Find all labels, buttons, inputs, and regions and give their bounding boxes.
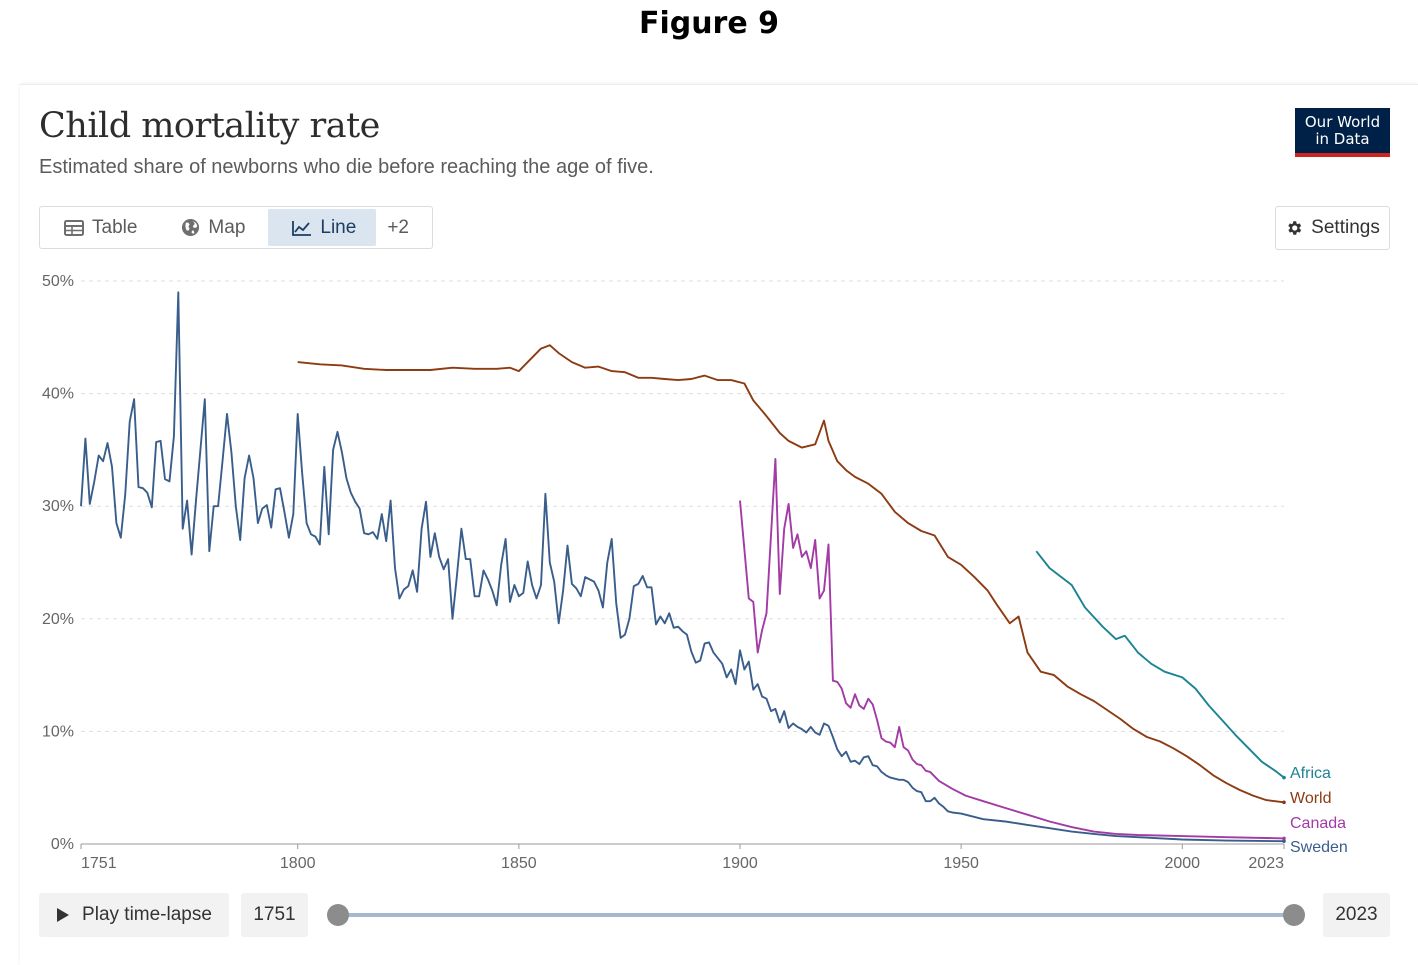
series-label-africa: Africa: [1290, 765, 1331, 782]
tab-map[interactable]: Map: [157, 209, 265, 246]
y-tick-label: 20%: [42, 611, 74, 628]
series-label-world: World: [1290, 790, 1332, 807]
gear-icon: [1288, 221, 1302, 235]
series-line-africa: [1035, 550, 1285, 779]
series-label-sweden: Sweden: [1290, 839, 1348, 856]
owid-logo[interactable]: Our World in Data: [1295, 108, 1390, 157]
line-chart-icon: [292, 220, 312, 236]
figure-label: Figure 9: [638, 6, 780, 41]
globe-icon: [182, 218, 200, 237]
timeline-slider[interactable]: [338, 913, 1294, 917]
start-year-box[interactable]: 1751: [241, 893, 308, 937]
y-tick-label: 0%: [51, 836, 74, 853]
play-timelapse-button[interactable]: Play time-lapse: [39, 893, 229, 937]
settings-label: Settings: [1311, 217, 1380, 238]
y-tick-label: 10%: [42, 723, 74, 740]
x-tick-label: 1800: [280, 855, 316, 872]
view-tabs: Table Map Line +2: [39, 206, 433, 249]
series-end-africa: [1282, 775, 1286, 780]
chart-card: [20, 84, 1418, 965]
tab-table-label: Table: [92, 216, 138, 238]
x-tick-label: 1900: [722, 855, 758, 872]
series-end-world: [1282, 800, 1286, 805]
x-tick-label: 2000: [1164, 855, 1200, 872]
x-tick-label: 2023: [1248, 855, 1284, 872]
logo-line1: Our World: [1304, 113, 1381, 131]
x-tick-label: 1950: [943, 855, 979, 872]
settings-button[interactable]: Settings: [1275, 206, 1390, 250]
x-tick-label: 1751: [81, 855, 117, 872]
series-line-canada: [739, 457, 1285, 840]
chart-subtitle: Estimated share of newborns who die befo…: [39, 156, 654, 178]
tab-map-label: Map: [208, 216, 246, 238]
end-handle[interactable]: [1283, 904, 1305, 926]
series-line-sweden: [80, 291, 1285, 843]
x-tick-label: 1850: [501, 855, 537, 872]
series-line-world: [297, 344, 1285, 804]
y-tick-label: 30%: [42, 498, 74, 515]
tab-table[interactable]: Table: [40, 209, 157, 246]
start-handle[interactable]: [327, 904, 349, 926]
end-year-box[interactable]: 2023: [1323, 893, 1390, 937]
series-end-canada: [1282, 836, 1286, 841]
y-tick-label: 50%: [42, 273, 74, 290]
play-label: Play time-lapse: [82, 904, 212, 925]
line-chart: 0% 10% 20% 30% 40% 50% 1751 1800 1850 1900 1950 200…: [42, 273, 1348, 872]
series-label-canada: Canada: [1290, 815, 1346, 832]
logo-line2: in Data: [1315, 130, 1370, 148]
series-end-sweden: [1282, 839, 1286, 843]
play-icon: [57, 908, 70, 922]
tab-line-label: Line: [320, 216, 357, 238]
chart-title: Child mortality rate: [39, 106, 380, 146]
y-tick-label: 40%: [42, 386, 74, 403]
tab-more[interactable]: +2: [387, 216, 409, 238]
tab-line[interactable]: Line: [268, 209, 377, 246]
table-icon: [64, 219, 84, 236]
